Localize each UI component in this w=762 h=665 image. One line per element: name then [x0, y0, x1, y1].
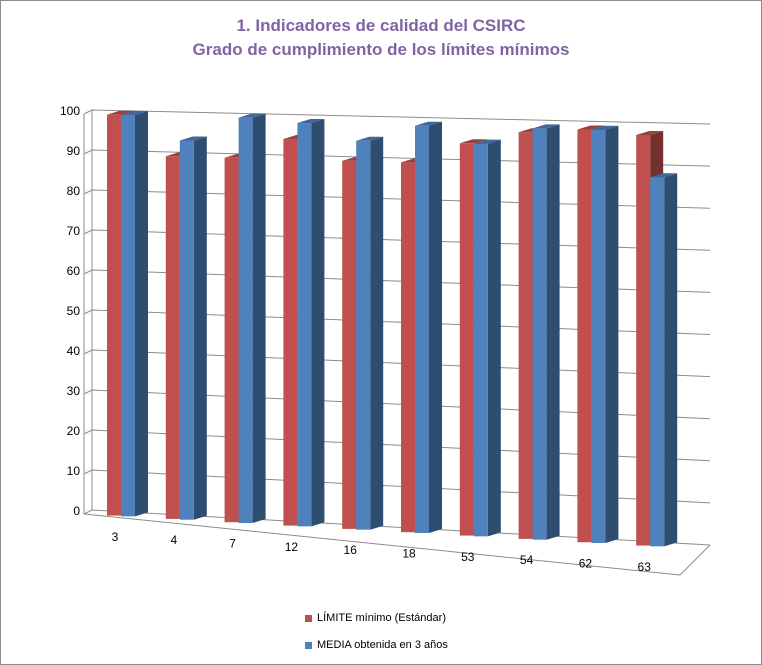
bar	[577, 129, 592, 543]
x-tick-label: 7	[229, 537, 236, 551]
legend: LÍMITE mínimo (Estándar) MEDIA obtenida e…	[305, 610, 448, 664]
bar-top	[459, 139, 487, 144]
bar	[636, 135, 651, 546]
x-tick-label: 12	[285, 540, 299, 554]
legend-swatch	[305, 614, 312, 622]
legend-swatch	[305, 641, 312, 649]
chart-title: 1. Indicadores de calidad del CSIRC	[236, 16, 526, 35]
bar-side	[664, 173, 678, 547]
gridline-stub	[83, 149, 93, 155]
floor-edge	[83, 513, 681, 576]
gridline-stub	[83, 269, 93, 275]
y-tick-label: 0	[73, 504, 80, 518]
y-tick-label: 10	[67, 464, 81, 478]
y-tick-label: 50	[67, 304, 81, 318]
x-tick-label: 16	[344, 543, 358, 557]
y-tick-label: 100	[60, 104, 80, 118]
legend-label: MEDIA obtenida en 3 años	[317, 639, 448, 651]
bar-top	[107, 110, 134, 115]
bar-top	[356, 136, 384, 141]
gridline	[91, 109, 711, 125]
bar	[238, 117, 253, 524]
y-tick-label: 20	[67, 424, 81, 438]
bar	[401, 162, 415, 533]
bar-top	[473, 139, 501, 144]
gridline-stub	[83, 109, 93, 115]
gridline-stub	[83, 469, 93, 475]
x-tick-label: 62	[579, 556, 593, 570]
gridline-stub	[83, 309, 93, 315]
bar-top	[415, 121, 442, 126]
y-tick-label: 90	[67, 144, 81, 158]
bar-side	[311, 119, 325, 527]
bar	[179, 140, 194, 520]
gridline-stub	[83, 189, 93, 195]
bar	[532, 128, 547, 540]
bar	[121, 114, 135, 517]
bar	[165, 156, 180, 519]
y-tick-label: 40	[67, 344, 81, 358]
bar	[459, 143, 474, 536]
bar	[107, 114, 121, 516]
gridline-stub	[83, 349, 93, 355]
bar-side	[605, 125, 619, 544]
bar-top	[636, 131, 664, 136]
legend-item: MEDIA obtenida en 3 años	[305, 637, 448, 653]
x-tick-label: 53	[461, 550, 475, 564]
bar-top	[577, 125, 605, 130]
bar	[342, 160, 357, 529]
x-tick-label: 3	[112, 530, 119, 544]
gridline-stub	[83, 429, 93, 435]
y-tick-label: 70	[67, 224, 81, 238]
y-tick-label: 30	[67, 384, 81, 398]
gridline-stub	[83, 389, 93, 395]
bar	[650, 177, 665, 547]
legend-item: LÍMITE mínimo (Estándar)	[305, 610, 448, 626]
gridline-stub	[83, 229, 93, 235]
chart-title-block: 1. Indicadores de calidad del CSIRC Grad…	[0, 14, 762, 62]
bar-top	[297, 119, 325, 124]
bar	[283, 138, 298, 526]
bar-top	[179, 136, 207, 141]
bar-side	[487, 139, 501, 537]
x-tick-label: 54	[520, 553, 534, 567]
x-tick-label: 63	[638, 560, 652, 574]
bar	[224, 157, 239, 523]
bar-side	[546, 124, 560, 540]
bar	[591, 129, 606, 544]
legend-label: LÍMITE mínimo (Estándar)	[317, 612, 446, 624]
gridline-stub	[83, 509, 93, 515]
bar-side	[252, 113, 266, 524]
x-tick-label: 18	[402, 547, 416, 561]
bar-side	[135, 110, 148, 517]
bar-top	[650, 173, 678, 178]
bar	[473, 143, 488, 537]
bar-top	[121, 110, 148, 115]
floor-edge	[679, 544, 711, 576]
bar	[297, 123, 312, 527]
bar-side	[429, 121, 442, 534]
bar-side	[370, 136, 384, 530]
bar	[415, 125, 429, 534]
bar-side	[193, 136, 207, 520]
bar-top	[591, 125, 619, 130]
bar-top	[532, 124, 560, 129]
x-tick-label: 4	[170, 533, 177, 547]
chart-subtitle: Grado de cumplimiento de los límites mín…	[192, 40, 570, 59]
y-tick-label: 60	[67, 264, 81, 278]
bar	[518, 132, 533, 539]
y-tick-label: 80	[67, 184, 81, 198]
bar-top	[238, 113, 266, 118]
bar	[356, 140, 371, 530]
